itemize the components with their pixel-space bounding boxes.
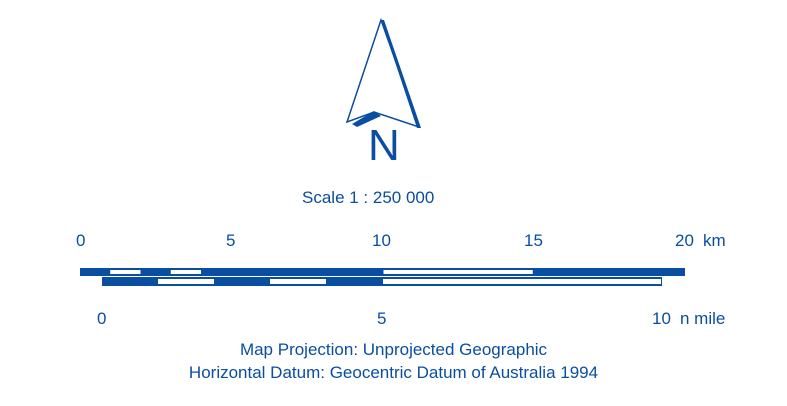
km-tick-label: 10 <box>372 231 391 250</box>
north-label: N <box>368 121 400 170</box>
nmile-bar-frame <box>102 277 662 286</box>
nmile-bar-segment <box>270 279 326 284</box>
north-arrow-right-edge <box>381 20 421 128</box>
nmile-bar-segment <box>383 279 661 284</box>
km-unit-label: km <box>703 231 726 250</box>
nmile-unit-label: n mile <box>680 309 726 328</box>
nmile-tick-label: 5 <box>377 309 387 328</box>
north-arrow-outline <box>345 17 421 129</box>
scale-ratio: Scale 1 : 250 000 <box>302 188 435 207</box>
km-bar-frame <box>80 268 685 276</box>
datum-text: Horizontal Datum: Geocentric Datum of Au… <box>188 363 599 382</box>
nmile-scale-bar <box>102 277 662 286</box>
north-arrow-icon <box>345 17 421 129</box>
km-bar-segment <box>110 270 141 274</box>
km-scale-bar <box>80 268 685 276</box>
nmile-tick-label: 0 <box>97 309 107 328</box>
km-tick-label: 15 <box>524 231 543 250</box>
km-tick-label: 20 <box>675 231 694 250</box>
km-bar-segment <box>170 270 201 274</box>
km-tick-label: 5 <box>226 231 236 250</box>
north-arrow-base-wedge <box>352 111 381 127</box>
km-tick-label: 0 <box>76 231 86 250</box>
projection-text: Map Projection: Unprojected Geographic <box>239 340 548 359</box>
nmile-tick-label: 10 <box>652 309 671 328</box>
km-bar-segment <box>383 270 533 274</box>
nmile-bar-segment <box>158 279 214 284</box>
